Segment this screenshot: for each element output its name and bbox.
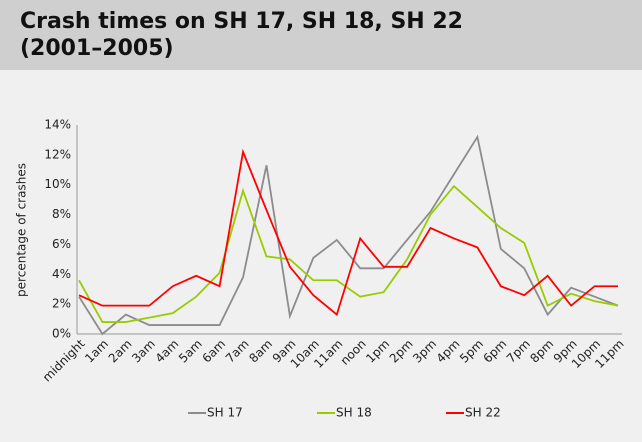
chart-title: Crash times on SH 17, SH 18, SH 22 (2001… — [20, 9, 463, 61]
y-tick-label: 0% — [52, 327, 71, 341]
x-tick-label: 1am — [82, 337, 111, 366]
x-tick-label: 8am — [246, 337, 275, 366]
series-line — [78, 184, 619, 323]
x-tick-label: 4am — [153, 337, 182, 366]
y-tick-label: 12% — [44, 147, 71, 161]
x-tick-label: 6pm — [480, 337, 509, 366]
legend-label: SH 18 — [336, 406, 372, 420]
y-tick-label: 4% — [52, 267, 71, 281]
x-tick-label: 7pm — [504, 337, 533, 366]
y-tick-label: 6% — [52, 237, 71, 251]
y-tick-label: 2% — [52, 297, 71, 311]
x-tick-label: 5am — [176, 337, 205, 366]
x-tick-label: midnight — [40, 336, 88, 384]
x-tick-label: 3pm — [410, 337, 439, 366]
x-tick-label: 6am — [199, 337, 228, 366]
series-line — [78, 148, 618, 317]
y-tick-label: 8% — [52, 207, 71, 221]
x-tick-label: 2pm — [387, 337, 416, 366]
x-tick-label: 2am — [106, 337, 135, 366]
x-tick-label: 3am — [129, 337, 158, 366]
legend-label: SH 22 — [465, 406, 501, 420]
x-tick-label: 7am — [223, 337, 252, 366]
legend-label: SH 17 — [207, 406, 243, 420]
y-tick-label: 14% — [44, 118, 71, 132]
x-tick-label: noon — [338, 337, 369, 368]
x-tick-label: 8pm — [527, 337, 556, 366]
x-tick-label: 4pm — [434, 337, 463, 366]
y-axis-label: percentage of crashes — [15, 163, 29, 297]
y-tick-label: 10% — [44, 177, 71, 191]
x-tick-label: 1pm — [363, 337, 392, 366]
series-line — [78, 134, 619, 336]
header: Crash times on SH 17, SH 18, SH 22 (2001… — [0, 0, 642, 70]
x-tick-label: 5pm — [457, 337, 486, 366]
